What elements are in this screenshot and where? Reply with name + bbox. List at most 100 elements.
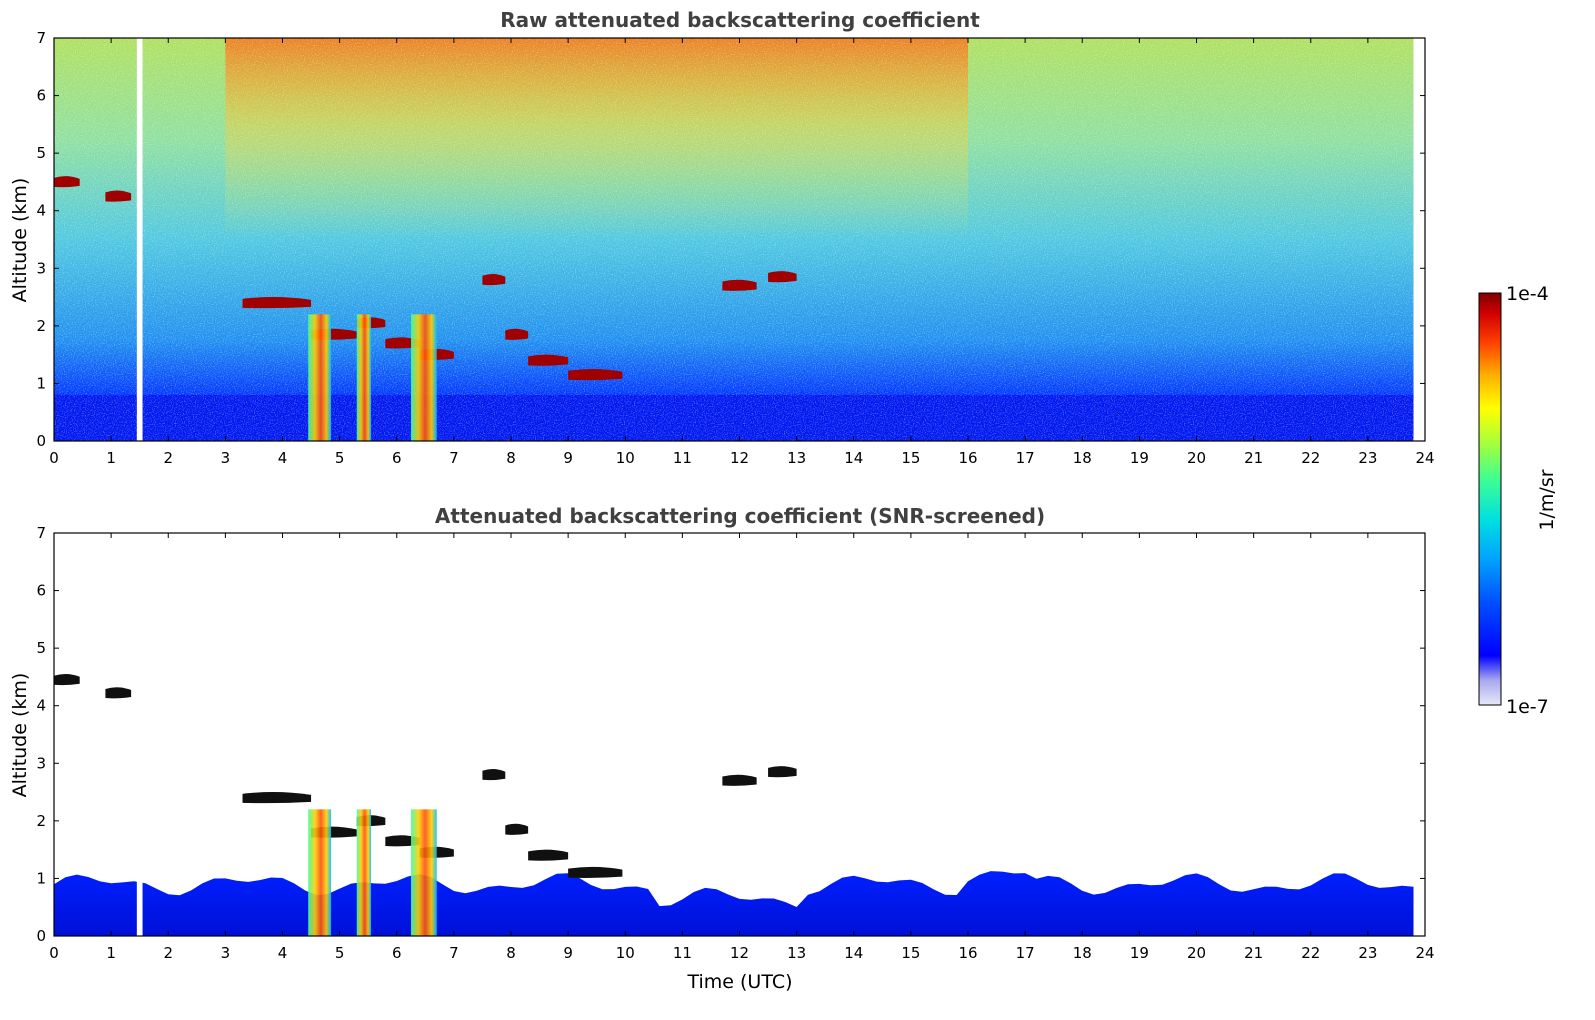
screened-panel-title: Attenuated backscattering coefficient (S… [435, 504, 1045, 528]
cloud-layer [722, 774, 757, 786]
precipitation-shaft [356, 809, 372, 936]
x-tick-label: 10 [616, 449, 635, 467]
colorbar-unit-label: 1/m/sr [1536, 469, 1558, 530]
x-tick-label: 23 [1358, 944, 1377, 962]
y-tick-label: 5 [36, 639, 46, 657]
y-tick-label: 7 [36, 29, 46, 47]
x-tick-label: 13 [787, 449, 806, 467]
screened-plot-frame [53, 532, 1426, 937]
x-tick-label: 13 [787, 944, 806, 962]
precipitation-shaft [308, 314, 332, 441]
x-tick-label: 15 [901, 449, 920, 467]
x-tick-label: 6 [392, 944, 402, 962]
x-tick-label: 11 [673, 944, 692, 962]
x-tick-label: 3 [221, 944, 231, 962]
x-tick-label: 3 [221, 449, 231, 467]
colorbar-min-label: 1e-7 [1506, 696, 1549, 718]
precipitation-shaft [411, 314, 437, 441]
x-tick-label: 0 [49, 944, 59, 962]
x-tick-label: 12 [730, 449, 749, 467]
x-tick-label: 5 [335, 449, 345, 467]
x-tick-label: 0 [49, 449, 59, 467]
screened-backscatter-panel: Attenuated backscattering coefficient (S… [9, 504, 1435, 993]
colorbar-gradient [1478, 292, 1502, 706]
x-tick-label: 9 [563, 944, 573, 962]
speckle-noise [54, 38, 1414, 441]
x-tick-label: 21 [1244, 944, 1263, 962]
x-tick-label: 7 [449, 449, 459, 467]
cloud-layer [242, 792, 312, 804]
y-tick-label: 1 [36, 869, 46, 887]
cloud-layer [105, 190, 132, 202]
data-gap [136, 533, 143, 936]
cloud-layer [528, 354, 569, 366]
x-tick-label: 20 [1187, 449, 1206, 467]
colorbar-max-label: 1e-4 [1506, 283, 1549, 305]
y-tick-label: 5 [36, 144, 46, 162]
x-tick-label: 24 [1415, 944, 1434, 962]
x-tick-label: 14 [844, 944, 863, 962]
x-tick-label: 22 [1301, 449, 1320, 467]
y-tick-label: 3 [36, 259, 46, 277]
raw-x-axis: 0 1 2 3 4 5 6 7 8 9 10 11 12 13 14 15 16 17 18 19 20 21 22 23 24 [49, 38, 1435, 467]
x-axis-label: Time (UTC) [686, 971, 792, 993]
precipitation-shaft [356, 314, 372, 441]
x-tick-label: 7 [449, 944, 459, 962]
cloud-layer [505, 328, 529, 340]
cloud-layer [54, 176, 80, 188]
raw-panel-title: Raw attenuated backscattering coefficien… [500, 8, 980, 32]
x-tick-label: 9 [563, 449, 573, 467]
data-gap [136, 38, 143, 441]
x-tick-label: 17 [1016, 449, 1035, 467]
x-tick-label: 4 [278, 449, 288, 467]
x-tick-label: 19 [1130, 449, 1149, 467]
x-tick-label: 18 [1073, 449, 1092, 467]
cloud-layer [528, 849, 569, 861]
x-tick-label: 15 [901, 944, 920, 962]
screened-x-axis: 0 1 2 3 4 5 6 7 8 9 10 11 12 13 14 15 16 17 18 19 20 21 22 23 24 [49, 533, 1435, 962]
x-tick-label: 23 [1358, 449, 1377, 467]
x-tick-label: 21 [1244, 449, 1263, 467]
y-tick-label: 3 [36, 754, 46, 772]
x-tick-label: 20 [1187, 944, 1206, 962]
x-tick-label: 10 [616, 944, 635, 962]
x-tick-label: 14 [844, 449, 863, 467]
x-tick-label: 1 [106, 449, 116, 467]
y-tick-label: 4 [36, 697, 46, 715]
x-tick-label: 1 [106, 944, 116, 962]
precipitation-shaft [411, 809, 437, 936]
x-tick-label: 24 [1415, 449, 1434, 467]
x-tick-label: 4 [278, 944, 288, 962]
y-tick-label: 0 [36, 432, 46, 450]
x-tick-label: 8 [506, 944, 516, 962]
x-tick-label: 19 [1130, 944, 1149, 962]
cloud-layer [568, 866, 623, 879]
x-tick-label: 6 [392, 449, 402, 467]
colorbar: 1e-4 1e-7 1/m/sr [1478, 283, 1558, 718]
cloud-layer [768, 766, 797, 778]
x-tick-label: 12 [730, 944, 749, 962]
x-tick-label: 18 [1073, 944, 1092, 962]
cloud-layer [105, 687, 132, 699]
y-tick-label: 1 [36, 374, 46, 392]
cloud-layer [242, 297, 312, 309]
raw-backscatter-panel: Raw attenuated backscattering coefficien… [9, 8, 1435, 467]
boundary-layer [54, 871, 1414, 936]
x-tick-label: 17 [1016, 944, 1035, 962]
x-tick-label: 5 [335, 944, 345, 962]
no-data-region [1413, 38, 1425, 441]
cloud-layer [54, 674, 80, 686]
cloud-layer [482, 274, 506, 286]
raw-y-axis: 0 1 2 3 4 5 6 7 [36, 29, 1425, 450]
cloud-layer [505, 823, 529, 835]
y-tick-label: 2 [36, 812, 46, 830]
x-tick-label: 11 [673, 449, 692, 467]
precipitation-shaft [308, 809, 332, 936]
x-tick-label: 8 [506, 449, 516, 467]
x-tick-label: 16 [958, 449, 977, 467]
no-data-region [1413, 533, 1425, 936]
y-tick-label: 6 [36, 87, 46, 105]
x-tick-label: 22 [1301, 944, 1320, 962]
cloud-layer [568, 369, 623, 381]
